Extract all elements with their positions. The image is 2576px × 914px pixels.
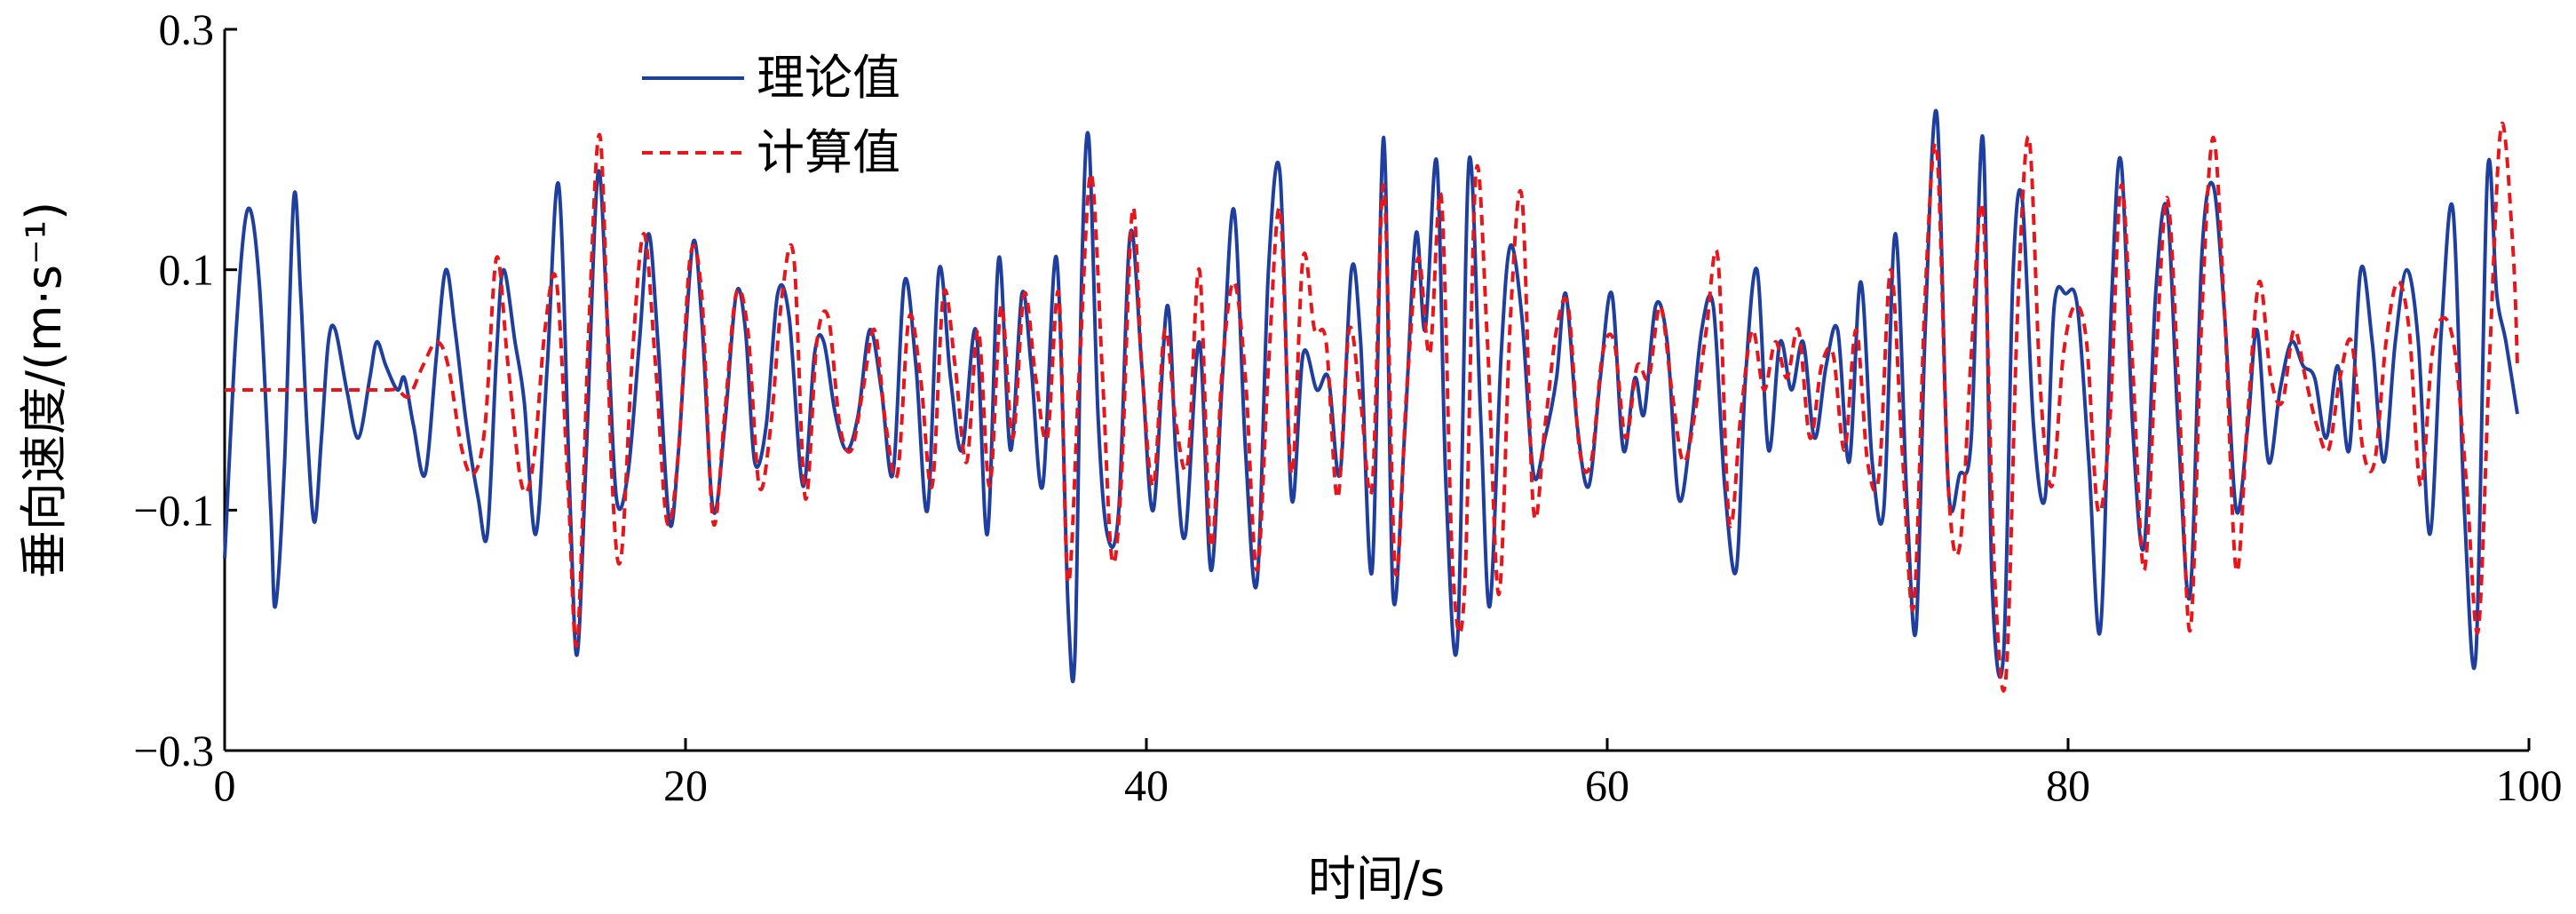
legend-label-theory: 理论值 [757,50,900,106]
series-line-theory [223,108,2519,684]
x-tick-label: 0 [214,760,236,810]
y-ticks: −0.3 −0.1 0.1 0.3 [133,4,237,775]
y-tick-label: 0.1 [159,245,215,295]
x-ticks: 0 20 40 60 80 100 [214,738,2563,810]
x-tick-label: 20 [663,760,708,810]
y-tick-label: −0.1 [133,485,214,535]
legend: 理论值 计算值 [642,50,900,180]
y-tick-label: −0.3 [133,726,214,775]
x-axis-title: 时间/s [1308,851,1445,907]
legend-label-calc: 计算值 [757,124,900,180]
x-tick-label: 100 [2496,760,2563,810]
x-tick-label: 60 [1585,760,1629,810]
series-layer [223,108,2519,693]
y-tick-label: 0.3 [159,4,215,54]
y-axis-title: 垂向速度/(m·s⁻¹) [16,202,72,578]
x-tick-label: 40 [1124,760,1169,810]
x-tick-label: 80 [2046,760,2090,810]
